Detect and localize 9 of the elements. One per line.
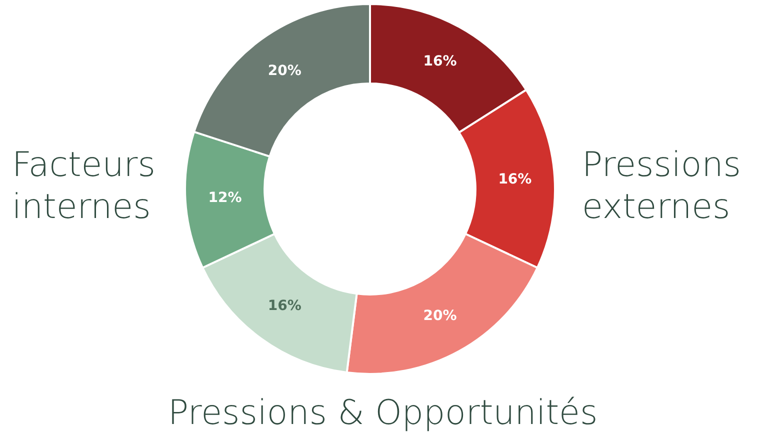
data-label: 16%	[268, 298, 302, 314]
data-label: 16%	[498, 172, 532, 188]
text: Pressions externes	[582, 144, 741, 228]
data-label: 16%	[423, 53, 457, 70]
text: Pressions & Opportunités	[168, 392, 598, 434]
data-label: 20%	[423, 308, 457, 324]
data-label: 20%	[268, 63, 302, 80]
data-label: 12%	[208, 190, 242, 206]
text: Facteurs internes	[12, 144, 156, 228]
